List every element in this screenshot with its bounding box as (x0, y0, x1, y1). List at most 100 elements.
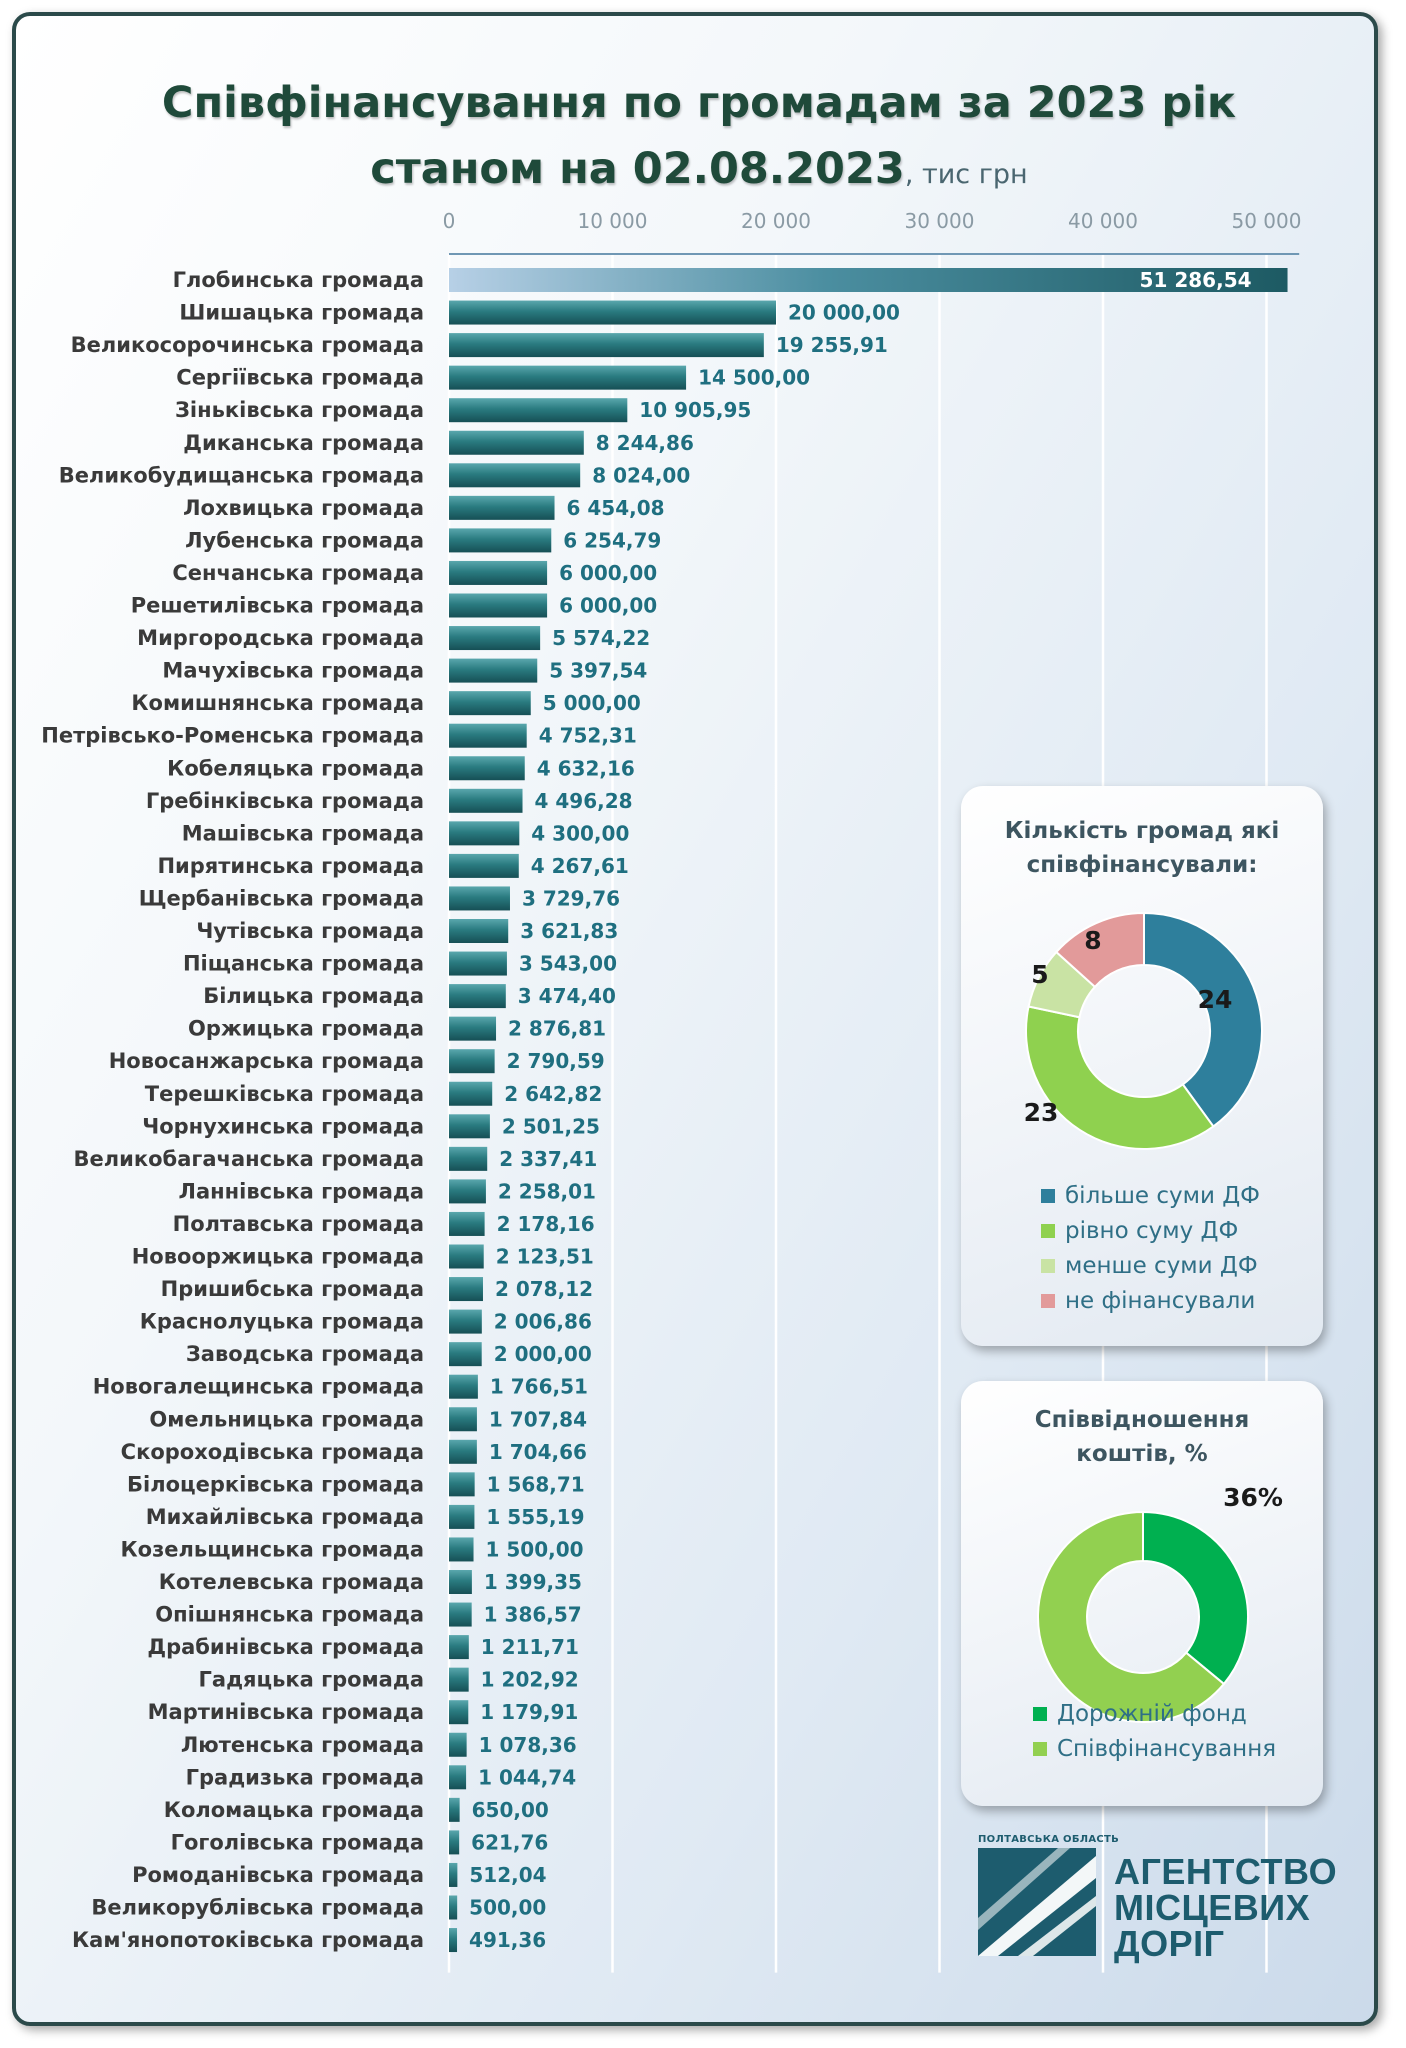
category-label: Пришибська громада (161, 1277, 424, 1301)
data-label: 6 254,79 (563, 528, 661, 552)
x-tick-label: 50 000 (1232, 209, 1302, 233)
legend-item: менше суми ДФ (1041, 1248, 1260, 1283)
donut-segment (1143, 911, 1263, 1128)
donut-data-label: 36% (1223, 1483, 1283, 1512)
category-label: Мачухівська громада (162, 659, 424, 683)
data-label: 500,00 (469, 1896, 546, 1920)
donut-segment (1037, 1510, 1226, 1723)
category-label: Великорублівська громада (91, 1896, 424, 1920)
data-label: 1 704,66 (489, 1440, 587, 1464)
data-label: 3 474,40 (518, 984, 616, 1008)
x-tick-label: 40 000 (1068, 209, 1138, 233)
bar (449, 300, 776, 325)
title-line2: станом на 02.08.2023 (370, 144, 905, 194)
category-label: Білоцерківська громада (127, 1472, 424, 1496)
category-label: Лютенська громада (181, 1733, 424, 1757)
legend-item: рівно суму ДФ (1041, 1213, 1260, 1248)
logo-line1: АГЕНТСТВО (1114, 1851, 1338, 1892)
data-label: 1 500,00 (486, 1537, 584, 1561)
category-label: Комишнянська громада (131, 691, 424, 715)
donut1-legend: більше суми ДФ рівно суму ДФ менше суми ДФ… (1041, 1178, 1260, 1318)
data-label: 14 500,00 (698, 366, 810, 390)
category-label: Кобеляцька громада (167, 756, 424, 780)
data-label: 2 078,12 (495, 1277, 593, 1301)
logo-line2: МІСЦЕВИХ (1114, 1887, 1311, 1928)
category-label: Піщанська громада (183, 952, 424, 976)
donut1-title: Кількість громад які співфінансували: (1004, 818, 1280, 878)
data-label: 1 211,71 (481, 1635, 579, 1659)
donut-segment (1025, 1005, 1215, 1150)
bar (449, 1277, 483, 1302)
category-label: Сергіївська громада (176, 366, 424, 390)
bar (449, 1797, 460, 1822)
data-label: 1 707,84 (489, 1407, 587, 1431)
bar (449, 1667, 469, 1692)
data-label: 2 876,81 (508, 1017, 606, 1041)
legend-swatch (1041, 1223, 1055, 1238)
data-label: 19 255,91 (776, 333, 888, 357)
data-label: 4 752,31 (539, 724, 637, 748)
donut2-title-line1: Співвідношення (1034, 1407, 1250, 1433)
bar (449, 1765, 467, 1790)
data-label: 4 496,28 (535, 789, 633, 813)
legend-swatch (1041, 1258, 1055, 1273)
category-label: Краснолуцька громада (140, 1310, 424, 1334)
bar (449, 1928, 458, 1953)
data-label: 4 300,00 (531, 821, 629, 845)
category-label: Зіньківська громада (175, 398, 424, 422)
legend-swatch (1033, 1706, 1047, 1721)
category-label: Глобинська громада (173, 268, 424, 292)
legend-swatch (1041, 1293, 1055, 1308)
communities-count-panel: Кількість громад які співфінансували: 24… (961, 786, 1323, 1346)
data-label: 2 258,01 (498, 1179, 596, 1203)
donut-data-label: 23 (1024, 1098, 1059, 1127)
data-label: 650,00 (472, 1798, 549, 1822)
bar (449, 1472, 475, 1497)
category-label: Терешківська громада (145, 1082, 424, 1106)
data-label: 8 244,86 (596, 431, 694, 455)
category-label: Диканська громада (183, 431, 424, 455)
category-label: Білицька громада (203, 984, 424, 1008)
data-label: 20 000,00 (788, 301, 900, 325)
infographic-frame: Співфінансування по громадам за 2023 рік… (12, 12, 1378, 2026)
legend-swatch (1041, 1188, 1055, 1203)
data-label: 5 397,54 (549, 659, 647, 683)
category-label: Градизька громада (186, 1765, 424, 1789)
bar (449, 1374, 478, 1399)
bar (449, 365, 687, 390)
legend-label: не фінансували (1065, 1287, 1256, 1314)
category-label: Мартинівська громада (148, 1700, 424, 1724)
category-label: Великосорочинська громада (71, 333, 424, 357)
category-label: Миргородська громада (137, 626, 424, 650)
legend-item: більше суми ДФ (1041, 1178, 1260, 1213)
bar (449, 1114, 490, 1139)
agency-logo-icon (978, 1848, 1096, 1956)
legend-label: більше суми ДФ (1065, 1182, 1260, 1209)
bar (449, 723, 527, 748)
data-label: 1 399,35 (484, 1570, 582, 1594)
data-label: 1 044,74 (478, 1765, 576, 1789)
bar-chart: 0 10 000 20 000 30 000 40 000 50 000 Глобинськ… (41, 209, 1302, 1973)
donut-segment (1142, 1510, 1249, 1686)
category-label: Новосанжарська громада (109, 1049, 424, 1073)
data-label: 51 286,54 (1140, 268, 1252, 292)
donut-data-label: 5 (1031, 960, 1048, 989)
data-label: 3 621,83 (520, 919, 618, 943)
data-label: 3 543,00 (519, 952, 617, 976)
bar (449, 528, 552, 553)
donut-data-label: 24 (1198, 985, 1233, 1014)
bar (449, 1700, 469, 1725)
bar (449, 919, 509, 943)
category-label: Шишацька громада (179, 301, 424, 325)
bar (449, 1570, 472, 1594)
bar (449, 1309, 482, 1334)
data-label: 5 000,00 (543, 691, 641, 715)
data-label: 6 000,00 (559, 561, 657, 585)
category-label: Ромоданівська громада (132, 1863, 424, 1887)
bar (449, 560, 548, 585)
category-label: Гоголівська громада (171, 1830, 424, 1854)
data-label: 491,36 (469, 1928, 546, 1952)
bar (449, 1635, 469, 1660)
category-label: Лохвицька громада (183, 496, 424, 520)
category-label: Машівська громада (182, 821, 424, 845)
